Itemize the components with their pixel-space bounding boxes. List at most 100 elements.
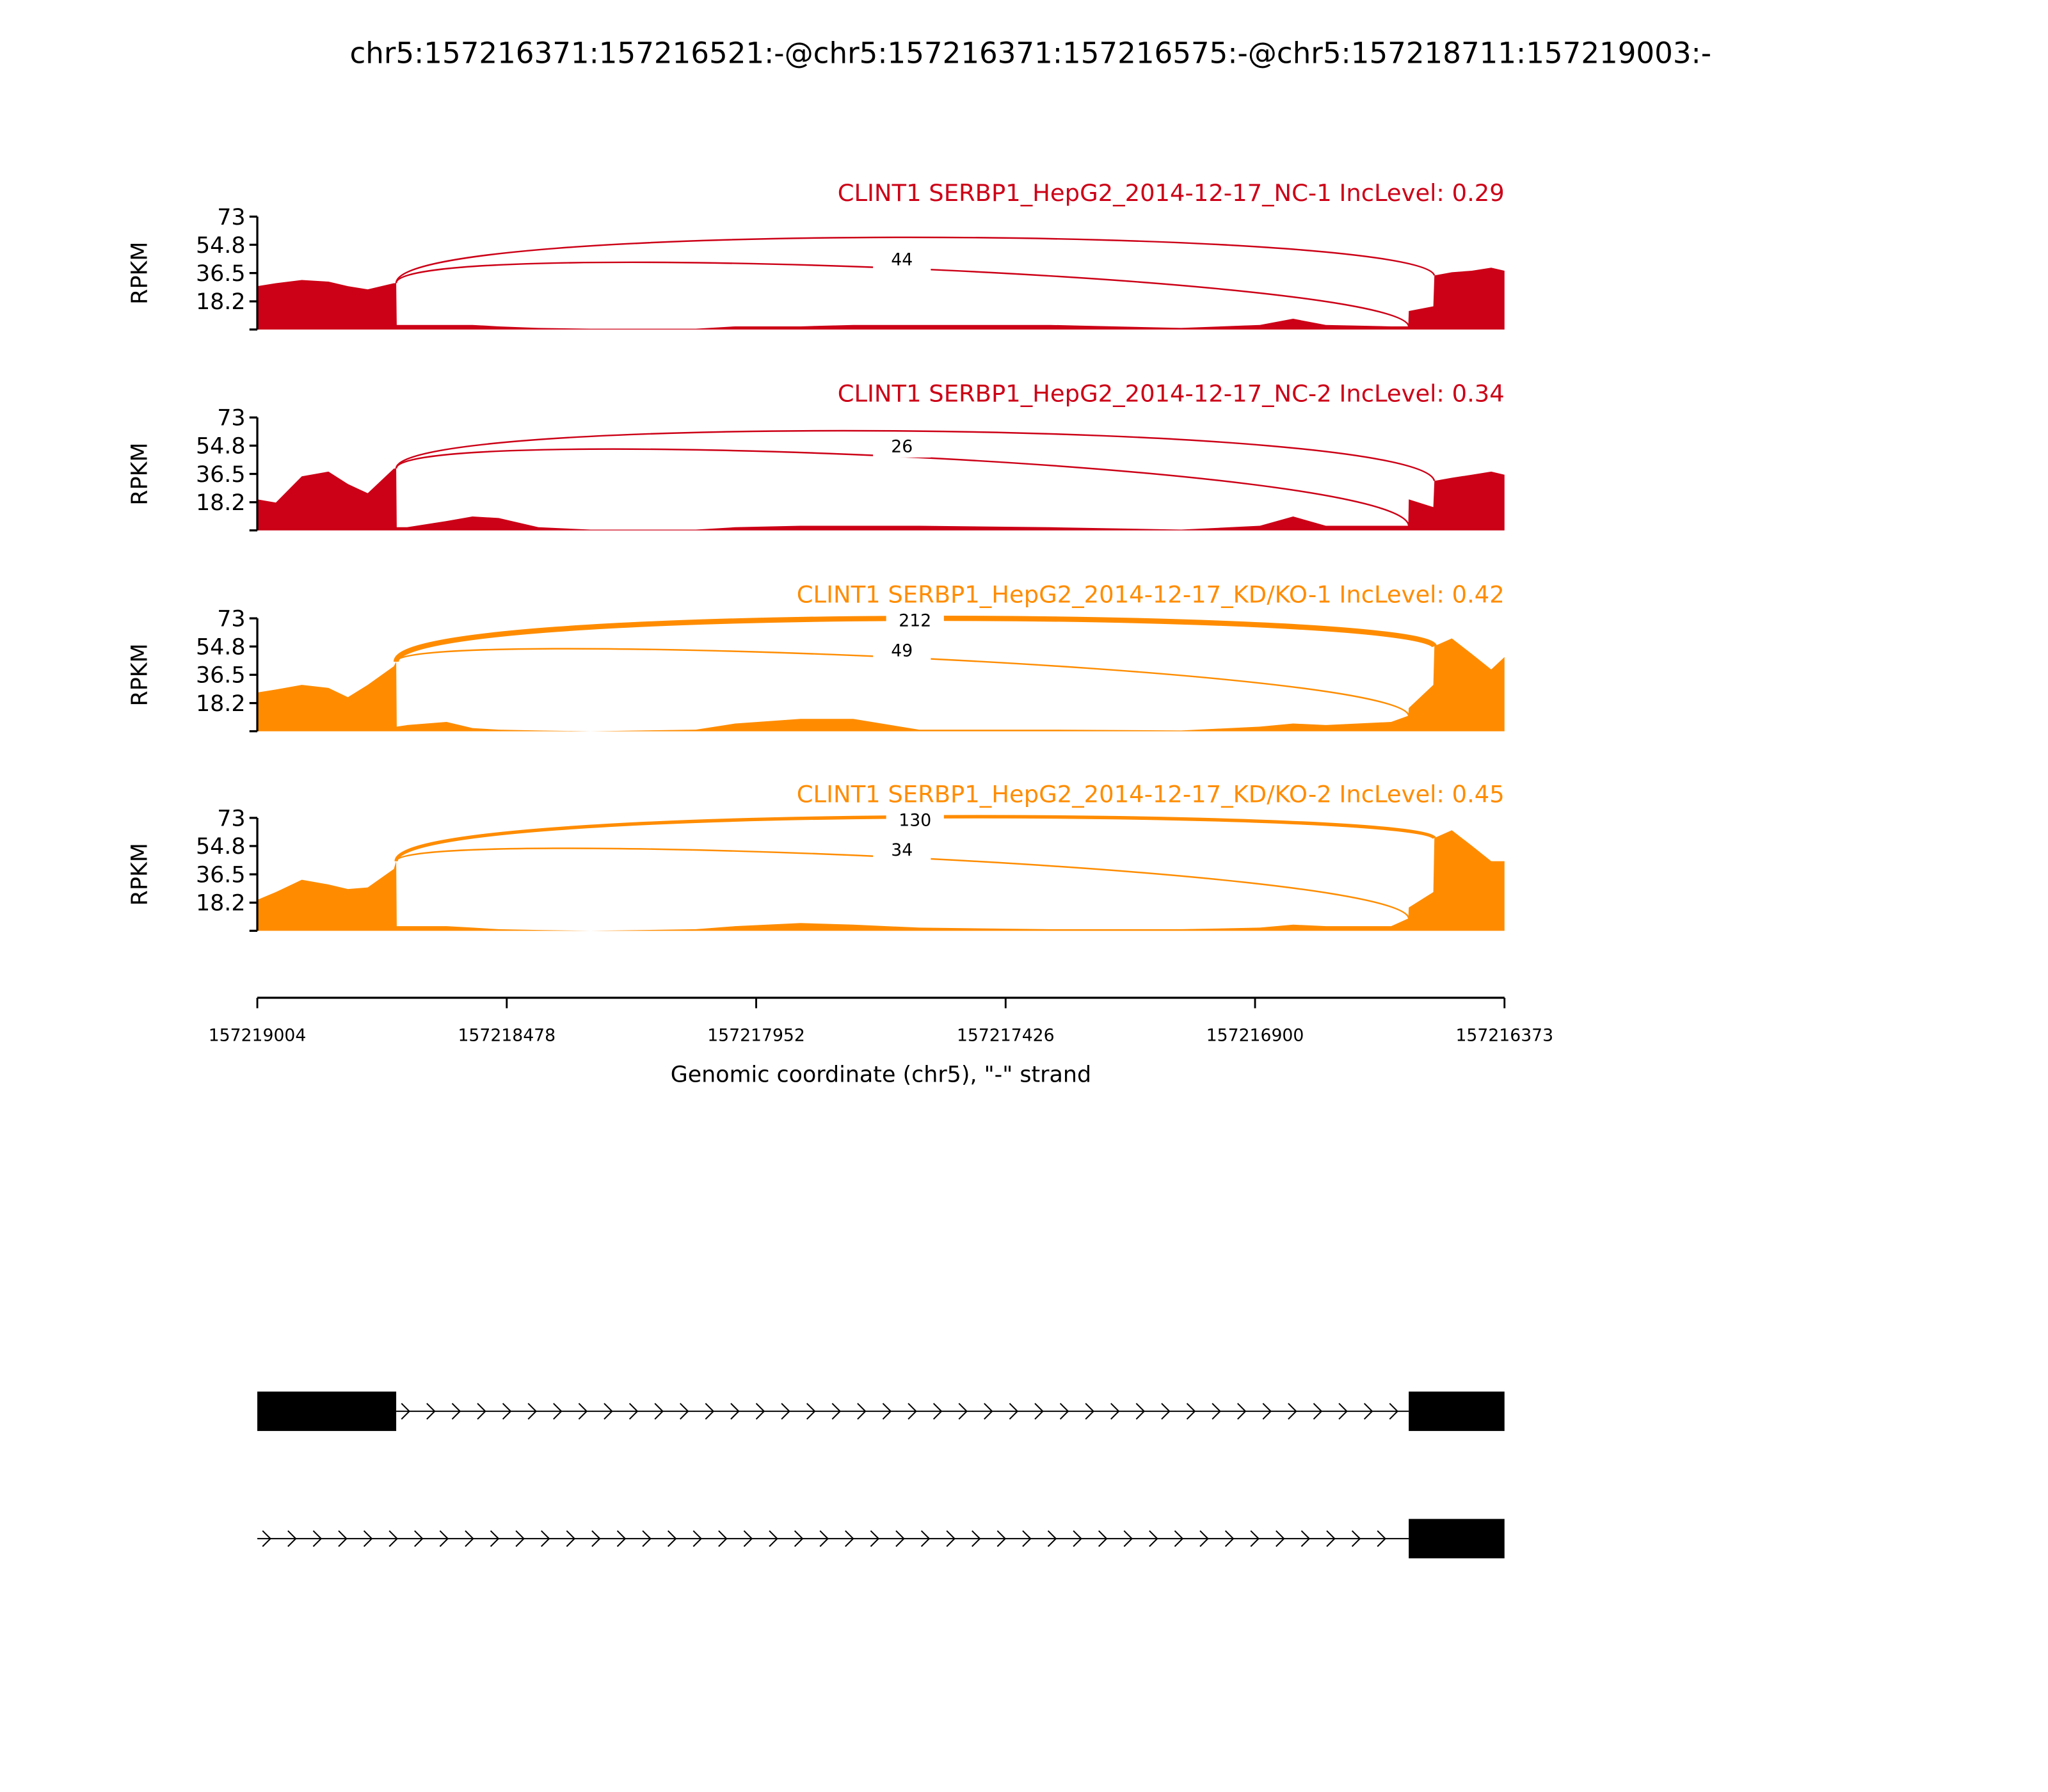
strand-arrow-icon (730, 1403, 740, 1420)
strand-arrow-icon (946, 1530, 956, 1548)
y-tick-label: 36.5 (196, 663, 246, 689)
strand-arrow-icon (932, 1403, 943, 1420)
strand-arrow-icon (451, 1403, 461, 1420)
y-axis-label: RPKM (127, 643, 153, 706)
y-tick-label: 36.5 (196, 261, 246, 287)
strand-arrow-icon (1149, 1530, 1158, 1548)
chart-title: chr5:157216371:157216521:-@chr5:15721637… (349, 36, 1711, 70)
strand-arrow-icon (578, 1403, 588, 1420)
strand-arrow-icon (1326, 1530, 1336, 1548)
junction-count-label: 44 (891, 250, 913, 270)
gene-model-track (257, 1391, 1505, 1431)
strand-arrow-icon (654, 1403, 664, 1420)
strand-arrow-icon (1123, 1530, 1133, 1548)
y-tick-label: 73 (217, 606, 245, 632)
y-tick-label: 73 (217, 205, 245, 230)
strand-arrow-icon (566, 1530, 576, 1548)
strand-arrow-icon (882, 1403, 892, 1420)
strand-arrow-icon (692, 1530, 703, 1548)
strand-arrow-icon (755, 1403, 765, 1420)
coverage-area (257, 468, 1505, 531)
strand-arrow-icon (705, 1403, 715, 1420)
x-tick-label: 157218478 (458, 1026, 556, 1046)
junction-arc (395, 261, 1410, 327)
y-axis-label: RPKM (127, 843, 153, 906)
sample-title: CLINT1 SERBP1_HepG2_2014-12-17_NC-2 IncL… (838, 380, 1505, 408)
y-tick-label: 18.2 (196, 891, 246, 916)
strand-arrow-icon (312, 1530, 323, 1548)
strand-arrow-icon (769, 1530, 778, 1548)
sample-title: CLINT1 SERBP1_HepG2_2014-12-17_KD/KO-2 I… (797, 780, 1505, 808)
strand-arrow-icon (972, 1530, 981, 1548)
junction-count-label: 26 (891, 437, 913, 457)
strand-arrow-icon (1098, 1530, 1108, 1548)
strand-arrow-icon (477, 1403, 486, 1420)
strand-arrow-icon (515, 1530, 525, 1548)
strand-arrow-icon (831, 1403, 842, 1420)
junction-count-label: 212 (899, 611, 931, 630)
strand-arrow-icon (642, 1530, 652, 1548)
strand-arrow-icon (667, 1530, 677, 1548)
y-axis-label: RPKM (127, 242, 153, 305)
strand-arrow-icon (1009, 1403, 1019, 1420)
strand-arrow-icon (527, 1403, 537, 1420)
junction-label-box (873, 250, 931, 271)
y-tick-label: 36.5 (196, 862, 246, 888)
strand-arrow-icon (1110, 1403, 1120, 1420)
y-tick-label: 54.8 (196, 634, 246, 660)
strand-arrow-icon (502, 1403, 512, 1420)
strand-arrow-icon (439, 1530, 449, 1548)
strand-arrow-icon (743, 1530, 753, 1548)
junction-count-label: 130 (899, 810, 931, 830)
junction-arc (395, 236, 1436, 284)
y-tick-label: 73 (217, 406, 245, 431)
x-tick-label: 157217952 (707, 1026, 805, 1046)
strand-arrow-icon (1351, 1530, 1361, 1548)
strand-arrow-icon (1073, 1530, 1082, 1548)
strand-arrow-icon (1389, 1403, 1399, 1420)
y-tick-label: 18.2 (196, 490, 246, 516)
strand-arrow-icon (1059, 1403, 1069, 1420)
strand-arrow-icon (1034, 1403, 1044, 1420)
strand-arrow-icon (1199, 1530, 1209, 1548)
strand-arrow-icon (1288, 1403, 1297, 1420)
junction-label-box (873, 438, 931, 458)
strand-arrow-icon (1224, 1530, 1235, 1548)
exon-block (257, 1391, 397, 1431)
strand-arrow-icon (680, 1403, 689, 1420)
junction-count-label: 34 (891, 840, 913, 860)
strand-arrow-icon (401, 1403, 411, 1420)
strand-arrow-icon (465, 1530, 474, 1548)
strand-arrow-icon (262, 1530, 272, 1548)
strand-arrow-icon (908, 1403, 917, 1420)
strand-arrow-icon (553, 1403, 563, 1420)
y-tick-label: 73 (217, 806, 245, 831)
y-axis-label: RPKM (127, 442, 153, 505)
strand-arrow-icon (1186, 1403, 1196, 1420)
strand-arrow-icon (1313, 1403, 1323, 1420)
strand-arrow-icon (338, 1530, 348, 1548)
x-tick-label: 157216373 (1455, 1026, 1553, 1046)
x-axis-label: Genomic coordinate (chr5), "-" strand (671, 1062, 1091, 1087)
strand-arrow-icon (363, 1530, 373, 1548)
strand-arrow-icon (414, 1530, 424, 1548)
strand-arrow-icon (1363, 1403, 1373, 1420)
strand-arrow-icon (1047, 1530, 1057, 1548)
strand-arrow-icon (287, 1530, 297, 1548)
strand-arrow-icon (616, 1530, 627, 1548)
exon-block (1409, 1519, 1505, 1558)
gene-models (257, 1391, 1505, 1558)
junction-label-box (886, 611, 944, 632)
coverage-area (257, 830, 1505, 931)
strand-arrow-icon (819, 1530, 829, 1548)
junction-label-box (886, 811, 944, 831)
strand-arrow-icon (718, 1530, 728, 1548)
strand-arrow-icon (920, 1530, 931, 1548)
strand-arrow-icon (1212, 1403, 1221, 1420)
y-tick-label: 54.8 (196, 434, 246, 460)
strand-arrow-icon (1300, 1530, 1311, 1548)
